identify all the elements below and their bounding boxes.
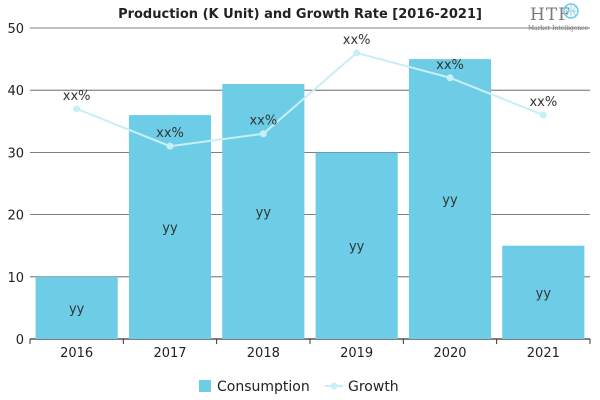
legend-marker-growth <box>330 382 338 390</box>
line-point <box>166 142 174 150</box>
bar <box>222 83 305 339</box>
bar-data-label: yy <box>442 193 458 208</box>
legend-swatch-consumption <box>199 380 211 392</box>
y-tick-label: 0 <box>16 333 24 348</box>
x-tick-label: 2019 <box>340 346 373 361</box>
y-tick-label: 20 <box>7 209 24 224</box>
y-tick-label: 40 <box>7 84 24 99</box>
line-point <box>539 111 547 119</box>
logo-brand: HTF <box>530 5 571 25</box>
y-axis: 0 10 20 30 40 50 <box>7 22 24 348</box>
x-tick-label: 2017 <box>153 346 186 361</box>
bar <box>408 59 492 339</box>
line-point <box>73 105 81 113</box>
line-point <box>259 130 267 138</box>
x-tick-label: 2021 <box>527 346 560 361</box>
line-data-label: xx% <box>343 33 371 48</box>
bar <box>315 152 398 339</box>
legend: Consumption Growth <box>199 379 399 395</box>
bar <box>502 245 585 339</box>
htf-logo: HTF Market Intelligence <box>528 3 589 32</box>
bar-data-label: yy <box>256 205 272 220</box>
chart-title: Production (K Unit) and Growth Rate [201… <box>118 7 482 22</box>
line-point <box>353 49 361 57</box>
legend-label-growth: Growth <box>348 379 399 395</box>
bar-data-label: yy <box>536 286 552 301</box>
bar-data-label: yy <box>162 221 178 236</box>
x-tick-label: 2020 <box>433 346 466 361</box>
y-tick-label: 30 <box>7 146 24 161</box>
bar <box>128 115 212 339</box>
y-tick-label: 50 <box>7 22 24 37</box>
bar-data-label: yy <box>349 240 365 255</box>
line-data-label: xx% <box>156 126 184 141</box>
bar-data-label: yy <box>69 302 85 317</box>
bar <box>35 276 118 339</box>
bar-series <box>35 59 585 339</box>
line-data-label: xx% <box>529 95 557 110</box>
line-data-label: xx% <box>249 114 277 129</box>
logo-tagline: Market Intelligence <box>528 25 589 32</box>
bar-labels: yy yy yy yy yy yy <box>69 193 551 317</box>
line-point <box>446 74 454 82</box>
x-axis: 2016 2017 2018 2019 2020 2021 <box>29 339 591 361</box>
line-data-label: xx% <box>63 89 91 104</box>
x-tick-label: 2018 <box>247 346 280 361</box>
growth-line <box>76 51 544 148</box>
x-tick-label: 2016 <box>60 346 93 361</box>
line-series: xx% xx% xx% xx% xx% xx% <box>63 33 557 150</box>
legend-label-consumption: Consumption <box>217 379 310 395</box>
y-tick-label: 10 <box>7 271 24 286</box>
line-data-label: xx% <box>436 58 464 73</box>
